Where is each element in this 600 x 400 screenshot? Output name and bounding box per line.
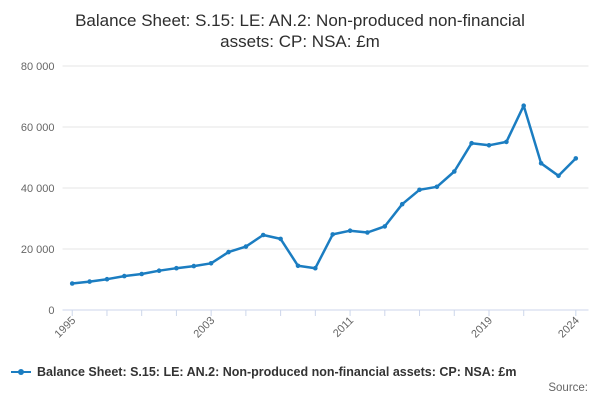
chart-title: Balance Sheet: S.15: LE: AN.2: Non-produ… xyxy=(0,10,600,52)
legend-item[interactable]: Balance Sheet: S.15: LE: AN.2: Non-produ… xyxy=(10,365,516,379)
data-point-marker[interactable] xyxy=(139,271,144,277)
legend-label: Balance Sheet: S.15: LE: AN.2: Non-produ… xyxy=(37,365,517,379)
data-point-marker[interactable] xyxy=(191,263,197,269)
data-point-marker[interactable] xyxy=(486,143,492,148)
data-point-marker[interactable] xyxy=(399,201,405,207)
source-note: Source: xyxy=(548,382,588,394)
data-point-marker[interactable] xyxy=(174,265,179,271)
data-point-marker[interactable] xyxy=(365,230,370,235)
data-point-marker[interactable] xyxy=(382,224,388,229)
x-axis-tick-label: 1995 xyxy=(53,315,79,341)
data-point-marker[interactable] xyxy=(452,169,457,174)
data-point-marker[interactable] xyxy=(104,276,110,282)
data-point-marker[interactable] xyxy=(295,263,301,269)
x-axis-tick-label: 2011 xyxy=(331,315,356,340)
series-line xyxy=(70,104,578,285)
y-axis-tick-label: 40 000 xyxy=(21,183,55,195)
data-point-marker[interactable] xyxy=(434,184,440,190)
x-axis-tick-label: 2019 xyxy=(469,315,495,341)
data-point-marker[interactable] xyxy=(573,156,579,161)
data-point-marker[interactable] xyxy=(313,265,318,271)
data-point-marker[interactable] xyxy=(469,140,474,146)
y-axis-tick-label: 20 000 xyxy=(21,244,55,256)
data-point-marker[interactable] xyxy=(69,281,75,286)
data-point-marker[interactable] xyxy=(330,232,336,237)
data-point-marker[interactable] xyxy=(243,244,249,249)
data-point-marker[interactable] xyxy=(87,279,92,284)
x-axis-tick-label: 2024 xyxy=(556,315,582,341)
legend-line-marker-icon xyxy=(11,369,31,375)
chart-title-line1: Balance Sheet: S.15: LE: AN.2: Non-produ… xyxy=(75,11,525,30)
chart-title-line2: assets: CP: NSA: £m xyxy=(220,32,380,51)
data-point-marker[interactable] xyxy=(260,232,266,238)
data-point-marker[interactable] xyxy=(417,187,422,193)
data-point-marker[interactable] xyxy=(521,103,526,108)
data-point-marker[interactable] xyxy=(278,236,283,242)
data-point-marker[interactable] xyxy=(156,268,162,274)
data-point-marker[interactable] xyxy=(347,228,353,233)
data-point-marker[interactable] xyxy=(538,161,544,166)
data-point-marker[interactable] xyxy=(226,249,231,255)
y-axis-tick-label: 80 000 xyxy=(21,61,55,73)
x-axis-tick-label: 2003 xyxy=(191,315,217,341)
y-axis-tick-label: 60 000 xyxy=(21,122,55,134)
data-point-marker[interactable] xyxy=(504,139,509,145)
data-point-marker[interactable] xyxy=(556,173,561,179)
data-point-marker[interactable] xyxy=(122,273,127,279)
data-point-marker[interactable] xyxy=(208,261,214,266)
line-chart: 0 20 000 40 000 60 000 80 000 1995 2003 2011 201… xyxy=(21,61,589,341)
y-axis-tick-label: 0 xyxy=(48,305,54,317)
